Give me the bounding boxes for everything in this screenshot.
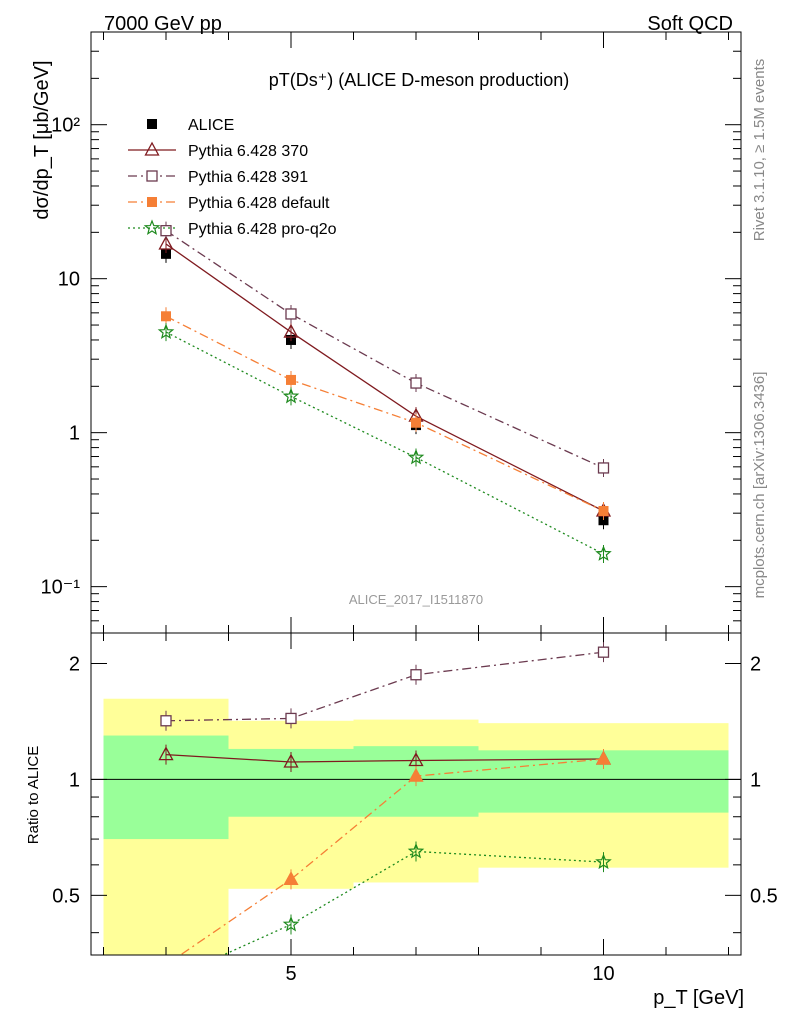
main-y-tick-label-3: 10²	[51, 115, 80, 137]
main-series-4-point-3	[595, 545, 612, 561]
ratio-series-2-point-1	[283, 871, 299, 886]
ratio-series-3-line	[221, 850, 604, 955]
ratio-y-tick-label-left-0: 0.5	[52, 885, 80, 907]
main-series-2-point-0	[160, 225, 172, 237]
main-series-2-point-2	[410, 377, 422, 389]
main-series-4-line	[165, 331, 604, 555]
legend-label-2: Pythia 6.428 391	[188, 169, 308, 186]
ratio-y-axis-label: Ratio to ALICE	[25, 746, 42, 844]
legend-marker-4	[143, 219, 161, 236]
ratio-series-3-point-1	[282, 915, 300, 932]
legend-marker-0	[147, 119, 157, 129]
ratio-y-tick-label-left-1: 1	[69, 769, 80, 791]
ratio-series-1-point-0	[160, 715, 172, 727]
ratio-series-1-point-2	[410, 669, 422, 681]
legend-marker-3	[147, 197, 157, 207]
ratio-y-tick-label-right-1: 1	[750, 769, 761, 791]
main-series-2-point-1	[285, 308, 297, 320]
ratio-series-3-point-3	[595, 853, 612, 870]
ratio-series-1-point-3	[597, 646, 610, 658]
x-axis-label: p_T [GeV]	[653, 987, 744, 1009]
ratio-series-1-line	[165, 651, 604, 722]
legend-marker-2	[146, 170, 158, 182]
main-series-0-point-0	[161, 248, 171, 259]
main-series-1-point-1	[283, 323, 299, 338]
main-series-4-point-0	[157, 323, 175, 340]
ratio-series-2-point-2	[408, 767, 424, 782]
x-tick-label-0: 5	[285, 963, 296, 985]
ratio-series-3-point-2	[407, 842, 425, 859]
main-series-1-line	[165, 243, 604, 512]
legend-label-0: ALICE	[188, 117, 234, 134]
main-series-3-point-2	[411, 417, 421, 428]
ratio-y-tick-label-left-2: 2	[69, 653, 80, 675]
main-y-tick-label-2: 10	[58, 269, 80, 291]
legend-label-1: Pythia 6.428 370	[188, 143, 308, 160]
main-series-3-point-1	[286, 374, 296, 385]
ratio-series-0-point-2	[408, 752, 424, 767]
main-series-2-point-3	[597, 462, 610, 474]
main-series-4-point-1	[282, 387, 300, 404]
ratio-series-group	[158, 642, 612, 955]
legend-label-3: Pythia 6.428 default	[188, 195, 330, 212]
plot-title: pT(Ds⁺) (ALICE D-meson production)	[269, 70, 570, 90]
legend-label-4: Pythia 6.428 pro-q2o	[188, 221, 337, 238]
ratio-series-2-point-3	[595, 750, 612, 765]
ratio-y-tick-label-right-0: 0.5	[750, 885, 778, 907]
ratio-y-tick-label-right-2: 2	[750, 653, 761, 675]
header-right: Soft QCD	[647, 13, 733, 35]
main-y-tick-label-0: 10⁻¹	[41, 577, 81, 599]
legend-marker-1	[144, 141, 160, 156]
chart-marks: 5 10 10⁻¹ 1 10 10² 0.5 0.5 1 1 2 2 ALICE Pythia 6.428…	[41, 31, 778, 985]
main-series-3-point-3	[598, 505, 609, 516]
ratio-series-0-line	[165, 753, 604, 763]
ratio-series-0-point-1	[283, 753, 299, 768]
main-series-2-line	[165, 230, 604, 469]
ratio-series-2-line	[179, 758, 604, 955]
main-series-1-point-0	[158, 235, 174, 250]
x-tick-label-1: 10	[592, 963, 614, 985]
main-series-0-point-3	[598, 515, 609, 526]
main-series-3-line	[165, 315, 604, 512]
side-text-top: Rivet 3.1.10, ≥ 1.5M events	[751, 59, 768, 242]
main-y-axis-label: dσ/dp_T [μb/GeV]	[31, 60, 53, 219]
main-series-4-point-2	[407, 448, 425, 465]
main-series-3-point-0	[161, 311, 171, 322]
ratio-series-1-point-1	[285, 712, 297, 725]
side-text-bottom: mcplots.cern.ch [arXiv:1306.3436]	[751, 372, 768, 599]
header-left: 7000 GeV pp	[104, 13, 222, 35]
ratio-series-0-point-0	[158, 746, 174, 761]
watermark: ALICE_2017_I1511870	[349, 592, 483, 607]
main-y-tick-label-1: 1	[69, 423, 80, 445]
